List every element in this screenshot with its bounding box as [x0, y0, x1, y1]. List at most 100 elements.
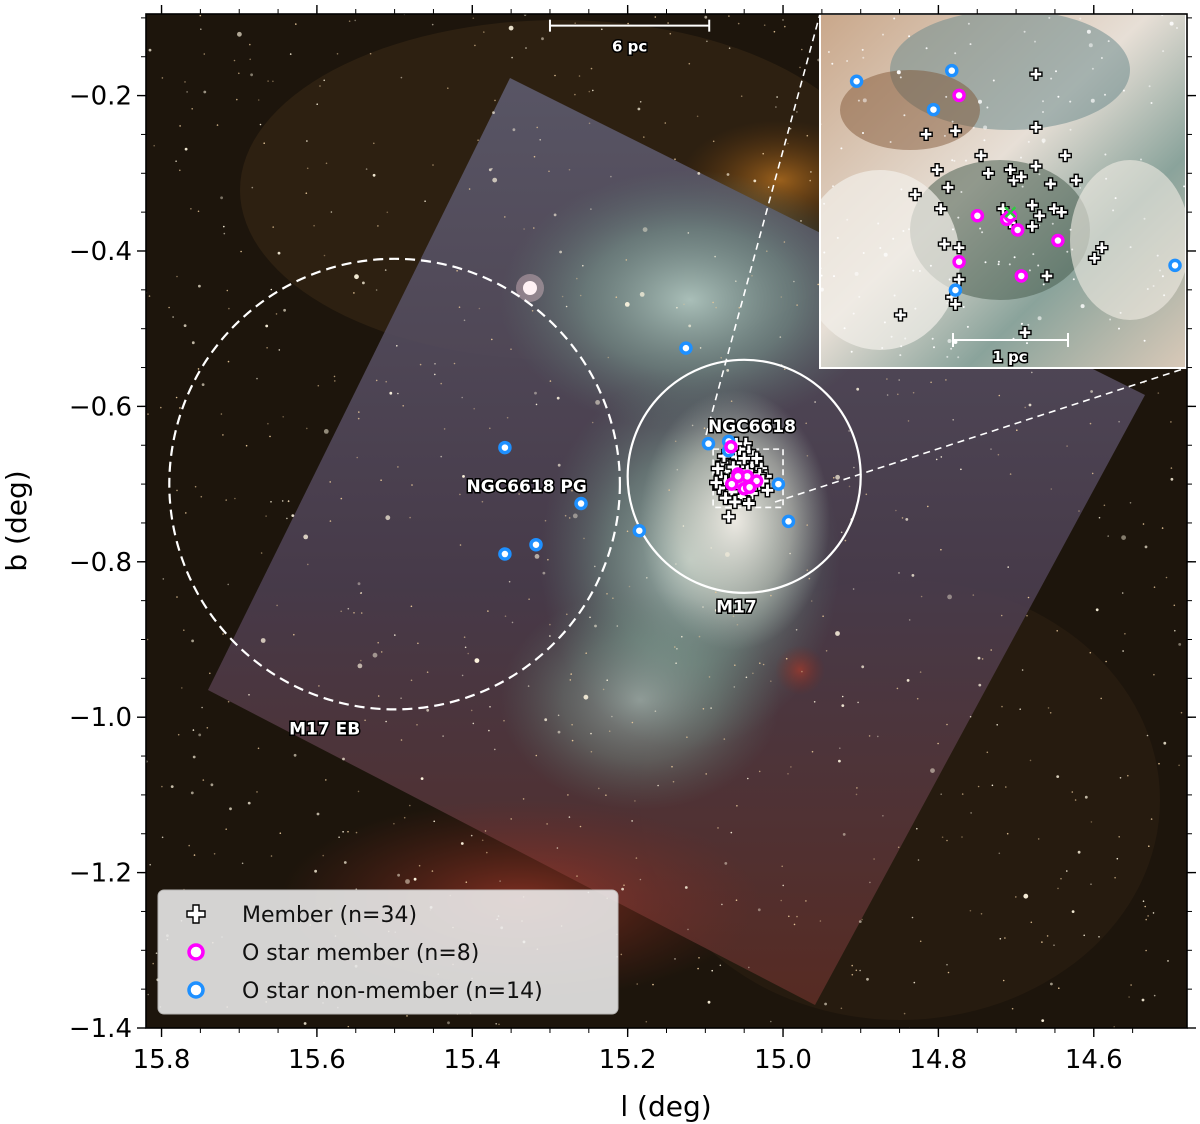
star	[220, 196, 224, 200]
star	[276, 604, 278, 607]
star	[762, 152, 764, 155]
x-tick-label: 15.8	[133, 1045, 191, 1075]
star	[763, 24, 766, 27]
inset-o-star-nonmember-marker	[945, 63, 959, 78]
star	[855, 969, 858, 972]
star	[494, 748, 496, 751]
star	[306, 167, 309, 170]
star	[353, 292, 355, 294]
star	[536, 126, 538, 129]
star	[420, 777, 424, 780]
star	[636, 983, 638, 985]
star	[978, 683, 982, 687]
star	[945, 379, 947, 381]
star	[1004, 937, 1006, 939]
star	[1118, 836, 1120, 838]
inset-star	[823, 202, 826, 205]
star	[554, 74, 556, 77]
star	[800, 220, 802, 222]
star	[336, 53, 339, 55]
inset-star	[1088, 43, 1093, 48]
star	[589, 616, 591, 619]
star	[557, 714, 560, 717]
o-star-nonmember-marker	[529, 537, 543, 552]
star	[634, 800, 636, 802]
inset-star	[1042, 100, 1044, 103]
star	[873, 858, 875, 860]
star	[492, 177, 498, 183]
star	[333, 375, 336, 378]
inset-star	[1143, 217, 1146, 220]
inset-member-marker	[1029, 120, 1043, 134]
star	[779, 336, 782, 338]
star	[786, 430, 788, 432]
inset-star	[929, 264, 932, 267]
star	[504, 615, 507, 617]
star	[186, 91, 188, 93]
star	[161, 77, 164, 79]
star	[667, 22, 669, 24]
star	[175, 160, 177, 162]
inset-star	[893, 294, 896, 297]
star	[329, 481, 332, 483]
star	[1090, 390, 1093, 393]
star	[851, 964, 853, 967]
inset-o-star-member-marker	[952, 255, 966, 269]
star	[960, 468, 962, 471]
star	[360, 612, 363, 614]
star	[721, 903, 723, 906]
star	[1047, 707, 1050, 709]
inset-star	[951, 120, 954, 123]
inset-star	[946, 355, 949, 358]
star	[1158, 762, 1160, 765]
inset-star	[893, 17, 896, 20]
star	[766, 250, 768, 252]
star	[1028, 403, 1032, 407]
inset-star	[957, 356, 960, 359]
star	[179, 407, 181, 409]
star	[732, 419, 735, 422]
star	[687, 232, 690, 234]
inset-star	[846, 60, 849, 62]
star	[191, 108, 193, 110]
star	[1146, 734, 1149, 737]
star	[1083, 934, 1085, 937]
inset-star	[1013, 256, 1016, 259]
star	[384, 269, 387, 271]
star	[508, 25, 514, 31]
star	[161, 836, 164, 839]
star	[256, 791, 258, 793]
star-field	[146, 14, 1184, 1028]
star	[1026, 614, 1028, 617]
star	[585, 652, 587, 654]
star	[456, 270, 458, 272]
star	[147, 993, 149, 996]
star	[377, 695, 380, 697]
inset-star	[1112, 209, 1115, 212]
star	[549, 623, 551, 626]
star	[1021, 669, 1024, 671]
y-tick-label: −1.4	[69, 1014, 132, 1044]
inset-star	[952, 228, 954, 231]
inset-star	[908, 228, 910, 231]
inset-star	[1163, 294, 1166, 297]
star	[223, 232, 226, 235]
star	[859, 969, 861, 972]
star	[784, 25, 786, 28]
inset-star	[902, 230, 905, 232]
star	[981, 658, 984, 660]
star	[237, 31, 242, 37]
star	[417, 642, 419, 645]
star	[1009, 473, 1012, 475]
star	[582, 264, 584, 267]
inset-cross-marker	[1004, 206, 1017, 219]
star	[155, 952, 158, 954]
star	[256, 377, 258, 380]
inset-connector-top	[705, 13, 821, 436]
star	[1089, 422, 1092, 425]
star	[548, 170, 550, 173]
star	[316, 812, 320, 816]
star	[1053, 944, 1055, 946]
star	[330, 211, 333, 213]
star	[578, 75, 581, 77]
